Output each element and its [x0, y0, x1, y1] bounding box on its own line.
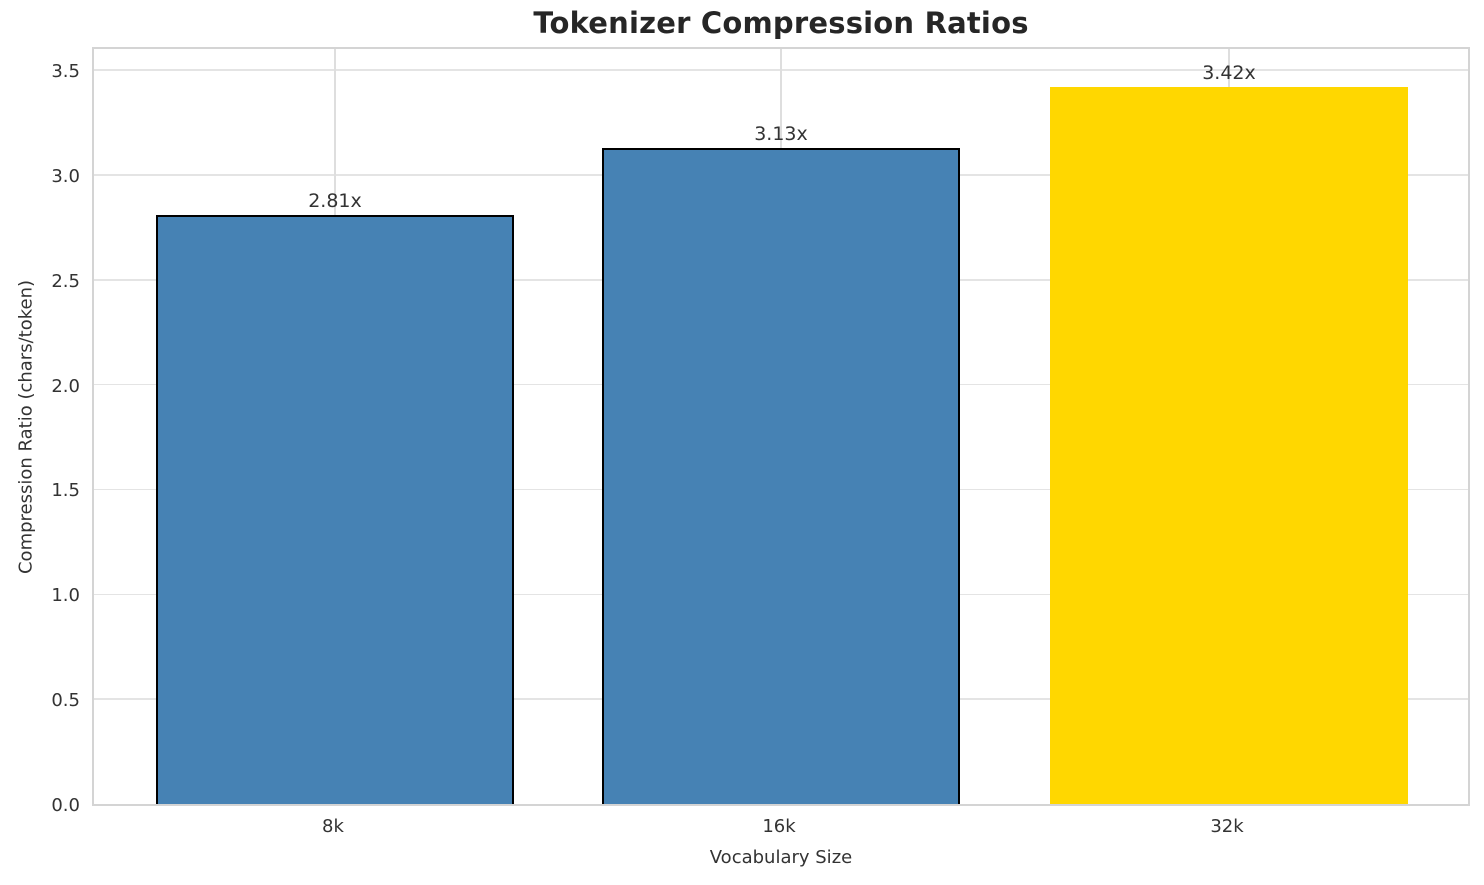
x-tick-label: 32k	[1210, 816, 1244, 837]
plot-area: 2.81x 3.13x 3.42x	[92, 47, 1470, 806]
bar-value-label: 2.81x	[308, 189, 362, 212]
y-tick-label: 0.0	[51, 795, 80, 816]
bar-16k	[602, 147, 960, 804]
y-tick-label: 2.0	[51, 375, 80, 397]
x-tick-label: 8k	[322, 816, 344, 837]
bar-8k	[156, 214, 514, 804]
x-tick-label: 16k	[762, 816, 796, 837]
bar-32k	[1050, 86, 1408, 804]
y-tick-label: 1.5	[51, 480, 80, 502]
y-tick-label: 2.5	[51, 270, 80, 292]
y-axis-label: Compression Ratio (chars/token)	[15, 279, 37, 575]
bar-value-label: 3.42x	[1202, 61, 1256, 84]
x-axis-label: Vocabulary Size	[709, 847, 853, 868]
y-tick-label: 1.0	[51, 585, 80, 607]
y-tick-label: 0.5	[51, 690, 80, 712]
y-tick-label: 3.0	[51, 165, 80, 187]
y-tick-label: 3.5	[51, 61, 80, 83]
bar-value-label: 3.13x	[754, 122, 808, 145]
chart-title: Tokenizer Compression Ratios	[533, 6, 1029, 40]
